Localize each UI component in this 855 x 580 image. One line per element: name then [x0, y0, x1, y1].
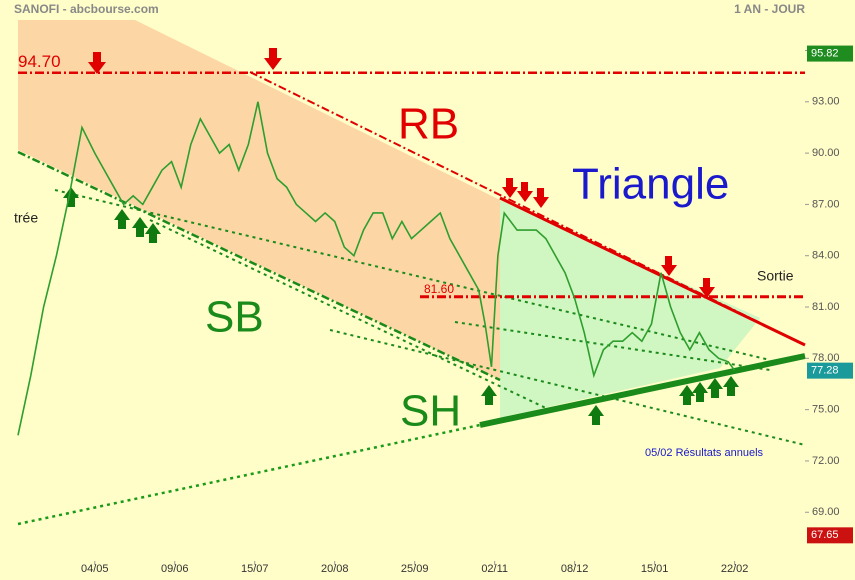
support-line	[17, 150, 501, 382]
level-label: 81.60	[424, 282, 454, 296]
annotation: SH	[400, 387, 461, 436]
trend-dotted	[329, 329, 806, 446]
annotation: SB	[205, 293, 264, 342]
y-tick-label: 75.00	[812, 404, 840, 416]
annotation: RB	[398, 100, 459, 149]
y-tick-label: 81.00	[812, 301, 840, 313]
annotation: Sortie	[757, 268, 794, 284]
annotation: trée	[14, 210, 38, 226]
x-tick-label: 09/06	[161, 563, 189, 575]
triangle-bottom	[479, 353, 806, 428]
y-tick-label: 84.00	[812, 250, 840, 262]
price-label: 77.28	[811, 365, 839, 377]
y-tick-label: 72.00	[812, 455, 840, 467]
y-tick-label: 69.00	[812, 506, 840, 518]
price-label: 95.82	[811, 47, 839, 59]
x-tick-label: 20/08	[321, 563, 349, 575]
y-tick-label: 87.00	[812, 198, 840, 210]
x-tick-label: 15/07	[241, 563, 269, 575]
level-label: 94.70	[18, 52, 61, 71]
chart-title: SANOFI - abcbourse.com	[14, 2, 159, 16]
y-tick-label: 93.00	[812, 96, 840, 108]
x-tick-label: 02/11	[481, 563, 508, 575]
price-box	[807, 45, 853, 62]
x-tick-label: 22/02	[721, 563, 749, 575]
chart-subtitle: 1 AN - JOUR	[734, 2, 805, 16]
price-label: 67.65	[811, 529, 839, 541]
annotation: Triangle	[572, 160, 729, 209]
x-tick-label: 15/01	[641, 563, 669, 575]
triangle-top	[499, 196, 806, 347]
channel-zone	[18, 20, 500, 380]
x-tick-label: 25/09	[401, 563, 429, 575]
y-tick-label: 90.00	[812, 147, 840, 159]
triangle-zone	[500, 200, 760, 418]
price-line	[17, 101, 736, 436]
sell-arrows	[88, 48, 715, 298]
x-tick-label: 08/12	[561, 563, 589, 575]
x-tick-label: 04/05	[81, 563, 109, 575]
price-box	[807, 362, 853, 379]
support-dotted	[17, 423, 481, 526]
annotation: 05/02 Résultats annuels	[645, 447, 764, 459]
buy-arrows	[63, 187, 739, 425]
y-tick-label: 78.00	[812, 352, 840, 364]
price-box	[807, 527, 853, 544]
